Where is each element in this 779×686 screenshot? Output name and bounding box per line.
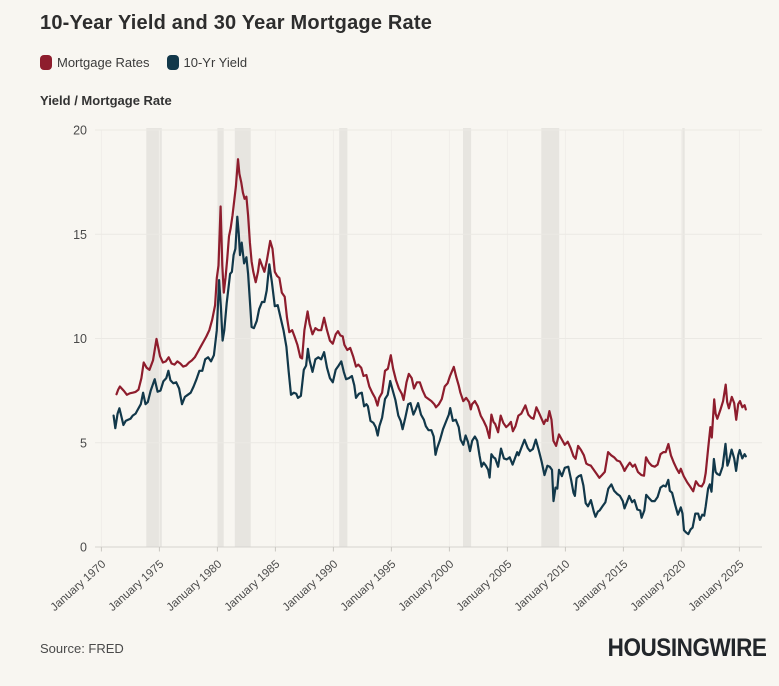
ten-year-yield-line <box>112 215 747 536</box>
x-tick-label: January 1990 <box>281 558 341 614</box>
y-tick-label: 5 <box>80 436 87 450</box>
x-tick-label: January 2020 <box>629 558 689 614</box>
x-tick-label: January 2015 <box>571 558 631 614</box>
recession-band <box>541 128 560 547</box>
mortgage-rates-legend-label: Mortgage Rates <box>57 55 150 70</box>
legend-item-mortgage-rates: Mortgage Rates <box>40 55 150 70</box>
x-tick-label: January 1975 <box>107 558 167 614</box>
page-title: 10-Year Yield and 30 Year Mortgage Rate <box>40 12 433 34</box>
recession-band <box>682 128 685 547</box>
x-tick-label: January 2005 <box>455 558 515 614</box>
ten-year-yield-swatch <box>166 55 179 70</box>
x-tick-label: January 2010 <box>513 558 573 614</box>
source-note: Source: FRED <box>40 641 124 656</box>
y-tick-label: 0 <box>80 541 87 555</box>
recession-band <box>217 128 224 547</box>
y-tick-label: 20 <box>73 124 87 138</box>
y-axis-title: Yield / Mortgage Rate <box>40 93 172 108</box>
x-tick-label: January 2025 <box>687 558 747 614</box>
x-tick-label: January 1980 <box>165 558 225 614</box>
recession-band <box>463 128 472 547</box>
y-tick-label: 10 <box>73 332 87 346</box>
recession-band <box>146 128 162 547</box>
mortgage-rates-line <box>115 158 747 493</box>
mortgage-rates-swatch <box>40 55 52 70</box>
housingwire-logo: HOUSINGWIRE <box>607 634 766 662</box>
x-tick-label: January 1985 <box>223 558 283 614</box>
ten-year-yield-legend-label: 10-Yr Yield <box>183 55 248 70</box>
y-tick-label: 15 <box>73 228 87 242</box>
legend: Mortgage Rates 10-Yr Yield <box>40 55 247 70</box>
legend-item-10yr-yield: 10-Yr Yield <box>166 55 248 70</box>
x-tick-label: January 2000 <box>397 558 457 614</box>
x-tick-label: January 1970 <box>49 558 109 614</box>
x-tick-label: January 1995 <box>339 558 399 614</box>
